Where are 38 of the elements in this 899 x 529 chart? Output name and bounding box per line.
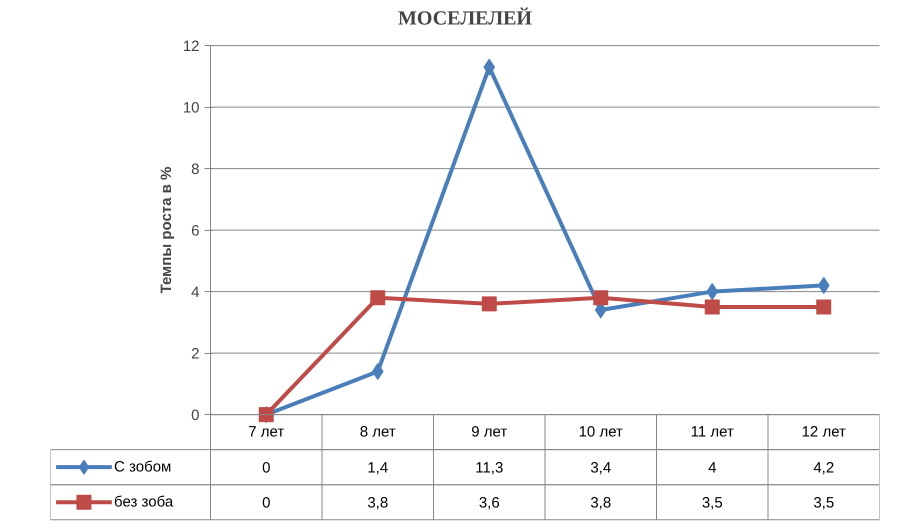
data-label: 3,8	[590, 494, 612, 512]
point	[818, 276, 830, 294]
x-tick-label: 8 лет	[360, 424, 396, 441]
point	[370, 290, 386, 306]
data-label: 4,2	[813, 460, 834, 477]
y-tick-label: 12	[182, 38, 200, 56]
data-label: 3,4	[590, 460, 612, 477]
data-label: 4	[708, 460, 716, 477]
y-tick-label: 4	[191, 284, 200, 302]
y-tick-label: 8	[191, 161, 200, 178]
point	[706, 283, 718, 300]
data-label: 0	[262, 494, 270, 512]
data-label: 3,5	[813, 494, 834, 512]
legend-label: без зоба	[114, 494, 174, 511]
data-label: 0	[262, 460, 270, 477]
y-tick-label: 2	[191, 346, 200, 363]
y-tick-label: 10	[182, 100, 200, 117]
point	[704, 299, 720, 314]
y-tick-label: 0	[191, 407, 200, 424]
data-label: 1,4	[367, 460, 388, 477]
data-label: 3,8	[367, 494, 388, 512]
x-tick-label: 12 лет	[802, 424, 846, 441]
chart-title: МОСЕЛЕЛЕЙ	[398, 6, 532, 30]
y-tick-label: 6	[191, 222, 200, 240]
point	[483, 58, 496, 76]
x-tick-label: 11 лет	[690, 424, 734, 441]
x-tick-label: 7 лет	[248, 424, 284, 441]
data-label: 3,5	[702, 494, 723, 512]
y-axis-title: Темпы роста в %	[158, 166, 175, 294]
data-label: 11,3	[475, 460, 504, 477]
point	[372, 363, 384, 380]
point	[482, 296, 497, 312]
x-tick-label: 10 лет	[578, 424, 624, 441]
legend-label: С зобом	[114, 458, 172, 476]
point	[816, 299, 832, 314]
point	[593, 290, 608, 306]
x-tick-label: 9 лет	[471, 424, 508, 441]
data-label: 3,6	[478, 494, 500, 512]
